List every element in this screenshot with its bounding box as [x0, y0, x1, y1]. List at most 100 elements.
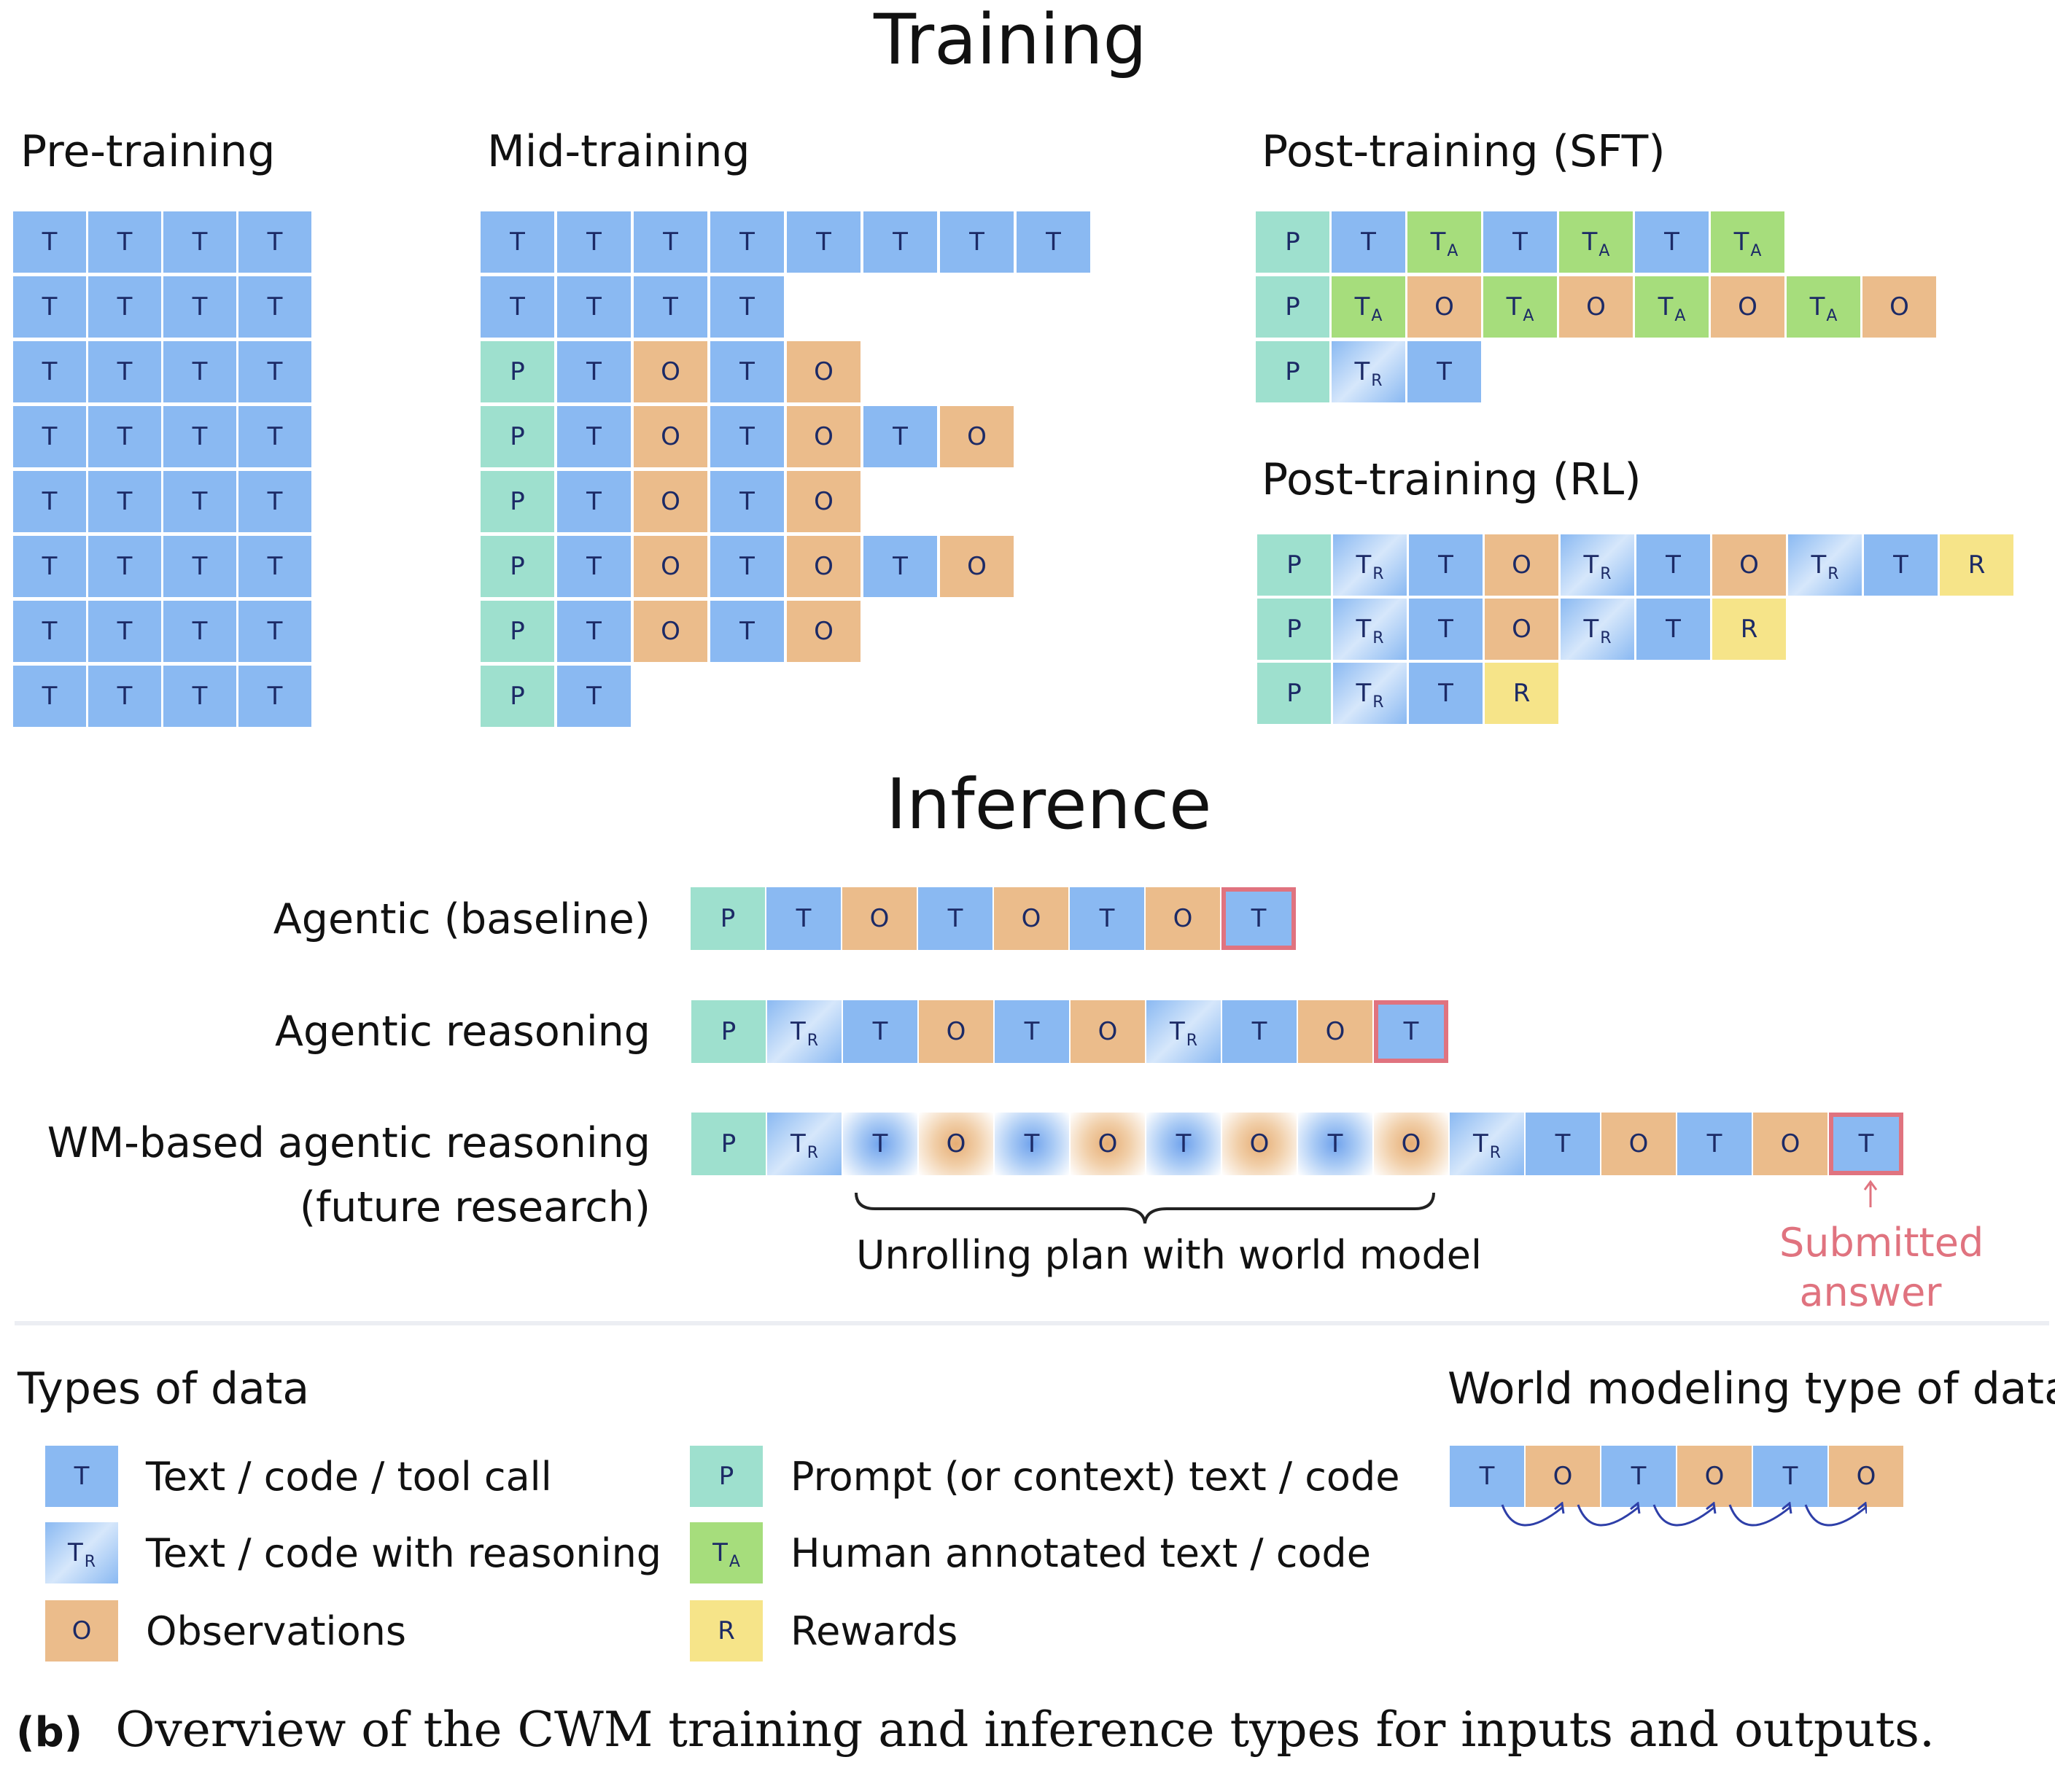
token-t: T [557, 601, 631, 662]
token-t: T [557, 471, 631, 532]
token-t: T [238, 406, 311, 467]
token-o: O [940, 406, 1014, 467]
token-t: T [557, 276, 631, 338]
token-t: T [863, 536, 937, 597]
token-t: T [238, 536, 311, 597]
token-p: P [1256, 276, 1329, 338]
token-t: T [710, 211, 784, 273]
token-o: O [1526, 1446, 1600, 1507]
token-t: T [1409, 599, 1483, 660]
token-t: T [238, 471, 311, 532]
wm-legend-title: World modeling type of data [1448, 1363, 2055, 1414]
token-p: P [481, 471, 554, 532]
token-t: T [88, 211, 161, 273]
token-o: O [1559, 276, 1633, 338]
token-o: O [940, 536, 1014, 597]
token-r: R [1712, 599, 1786, 660]
token-t: T [163, 536, 236, 597]
token-o: O [1677, 1446, 1752, 1507]
transition-arrow [1652, 1504, 1714, 1527]
token-t: T [481, 276, 554, 338]
token-t: T [710, 276, 784, 338]
midtraining-heading: Mid-training [487, 126, 750, 177]
token-p: P [1257, 599, 1331, 660]
legend-title: Types of data [18, 1363, 310, 1414]
token-ow: O [919, 1113, 993, 1175]
submitted-line2: answer [1799, 1269, 1942, 1315]
transition-arrowhead [1857, 1502, 1867, 1514]
token-t: T [1636, 599, 1710, 660]
token-t: T [163, 471, 236, 532]
token-t: T [1635, 211, 1709, 273]
token-p: P [481, 666, 554, 727]
token-t: T [710, 471, 784, 532]
token-o: O [634, 471, 707, 532]
token-p: P [691, 1113, 766, 1175]
token-t: T [557, 341, 631, 402]
token-o: O [1485, 599, 1558, 660]
token-t: T [13, 666, 86, 727]
legend-label-ta: Human annotated text / code [790, 1530, 1371, 1576]
token-t: T [13, 601, 86, 662]
token-t: T [1864, 534, 1938, 596]
token-t: T [238, 276, 311, 338]
token-t: T [557, 406, 631, 467]
unroll-caption: Unrolling plan with world model [856, 1232, 1482, 1278]
token-t: T [710, 601, 784, 662]
transition-arrowhead [1630, 1502, 1641, 1514]
token-t: T [710, 406, 784, 467]
token-t: T [863, 406, 937, 467]
wm-label-line1: WM-based agentic reasoning [47, 1119, 650, 1167]
token-t: T [1070, 887, 1144, 950]
token-o: O [634, 601, 707, 662]
token-t: T [163, 341, 236, 402]
token-t: T [238, 666, 311, 727]
token-t: T [1222, 1000, 1297, 1063]
token-p: P [1256, 211, 1329, 273]
training-title: Training [874, 0, 1147, 80]
token-t: T [13, 406, 86, 467]
transition-arrowhead [1706, 1502, 1717, 1514]
transition-arrow [1577, 1504, 1639, 1527]
token-o: O [1829, 1446, 1903, 1507]
token-o: O [842, 887, 917, 950]
token-p: P [481, 341, 554, 402]
token-t: T [995, 1000, 1069, 1063]
token-o: O [1407, 276, 1481, 338]
token-t: T [1409, 534, 1483, 596]
token-t: T [163, 276, 236, 338]
post-rl-heading: Post-training (RL) [1262, 454, 1642, 505]
token-o: O [787, 341, 861, 402]
token-r: R [1940, 534, 2013, 596]
token-ow: O [1374, 1113, 1448, 1175]
caption: (b) Overview of the CWM training and inf… [16, 1706, 1935, 1754]
token-ow: O [1071, 1113, 1145, 1175]
token-t: T [1409, 663, 1483, 724]
token-o: O [1485, 534, 1558, 596]
transition-arrowhead [1554, 1502, 1565, 1514]
transition-arrow [1728, 1504, 1790, 1527]
token-tw: T [1298, 1113, 1372, 1175]
token-o: O [919, 1000, 993, 1063]
token-t: T [1636, 534, 1710, 596]
reasoning-label: Agentic reasoning [274, 1008, 650, 1056]
token-t: T [766, 887, 841, 950]
wm-transition-arrows-icon [1501, 1502, 1867, 1527]
legend-label-t: Text / code / tool call [146, 1454, 552, 1500]
token-tw: T [995, 1113, 1069, 1175]
token-t: T [238, 341, 311, 402]
token-t: T [557, 536, 631, 597]
token-t: T [843, 1000, 917, 1063]
token-o: O [45, 1600, 118, 1662]
token-t: T [1753, 1446, 1827, 1507]
